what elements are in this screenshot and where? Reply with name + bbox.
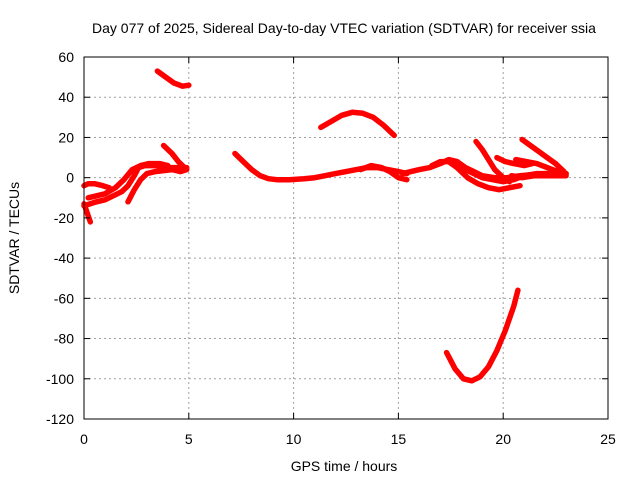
series-trace-6 [160,142,188,171]
x-tick-label: 0 [80,431,88,447]
x-tick-label: 20 [495,431,511,447]
series-trace-18 [508,172,569,181]
series-layer [81,68,569,384]
y-tick-label: -20 [54,210,74,226]
series-trace-10 [318,109,397,139]
x-tick-label: 15 [391,431,407,447]
x-tick-label: 5 [185,431,193,447]
plot-frame [83,56,609,420]
series-trace-5 [125,166,190,205]
y-tick-label: 0 [66,170,74,186]
y-axis-label: SDTVAR / TECUs [6,182,22,294]
x-tick-label: 10 [286,431,302,447]
chart-title: Day 077 of 2025, Sidereal Day-to-day VTE… [92,20,596,36]
y-tick-label: 40 [58,89,74,105]
series-trace-17 [513,156,569,177]
series-trace-16 [519,136,567,175]
series-trace-14 [473,138,513,185]
series-trace-15 [494,154,536,169]
series-trace-19 [443,287,521,384]
series-trace-7 [154,68,192,89]
y-tick-label: -40 [54,250,74,266]
y-tick-label: -60 [54,290,74,306]
y-tick-label: -100 [46,371,74,387]
series-trace-12 [429,158,523,193]
y-tick-label: -120 [46,411,74,427]
series-trace-9 [357,162,410,183]
series-trace-2 [81,180,112,191]
series-trace-4 [85,160,171,201]
x-tick-label: 25 [600,431,616,447]
tick-layer: -120 -100 -80 -60 -40 -20 0 20 40 60 0 5 10 15 20 25 [46,49,616,447]
y-tick-label: 60 [58,49,74,65]
y-tick-label: -80 [54,331,74,347]
x-axis-label: GPS time / hours [291,458,398,474]
y-tick-label: 20 [58,129,74,145]
